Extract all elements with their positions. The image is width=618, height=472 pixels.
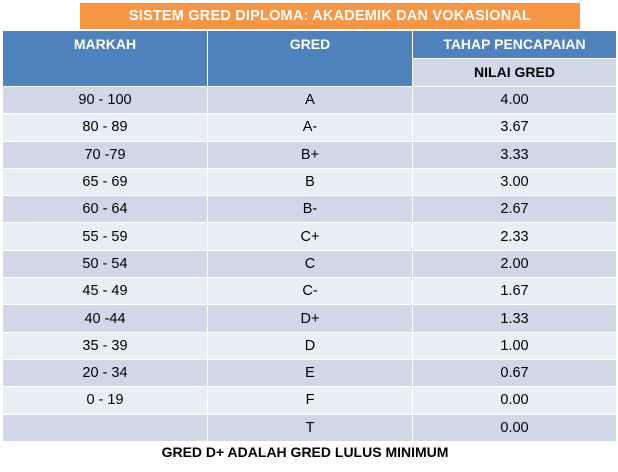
- table-row: 0 - 19 F 0.00: [2, 386, 617, 415]
- cell-nilai: 3.67: [412, 113, 617, 142]
- table-row: 35 - 39 D 1.00: [2, 331, 617, 360]
- table-row: 60 - 64 B- 2.67: [2, 195, 617, 224]
- cell-gred: C-: [207, 277, 413, 306]
- cell-nilai: 3.33: [412, 140, 617, 169]
- grade-table: MARKAH GRED TAHAP PENCAPAIAN NILAI GRED …: [2, 30, 617, 442]
- table-row: T 0.00: [2, 413, 617, 442]
- cell-markah: 80 - 89: [2, 113, 208, 142]
- cell-nilai: 0.67: [412, 358, 617, 388]
- table-row: 40 -44 D+ 1.33: [2, 304, 617, 333]
- cell-markah: 65 - 69: [2, 167, 208, 197]
- cell-markah: 0 - 19: [2, 386, 208, 415]
- cell-markah: 35 - 39: [2, 331, 208, 360]
- cell-markah: 45 - 49: [2, 277, 208, 306]
- cell-gred: C: [207, 249, 413, 279]
- cell-gred: B-: [207, 195, 413, 224]
- cell-markah: [2, 413, 208, 442]
- table-row: 50 - 54 C 2.00: [2, 249, 617, 279]
- cell-markah: 70 -79: [2, 140, 208, 169]
- footer-note: GRED D+ ADALAH GRED LULUS MINIMUM: [161, 444, 449, 460]
- cell-nilai: 0.00: [412, 386, 617, 415]
- cell-nilai: 1.00: [412, 331, 617, 360]
- cell-nilai: 4.00: [412, 85, 617, 115]
- table-row: 20 - 34 E 0.67: [2, 358, 617, 388]
- cell-nilai: 3.00: [412, 167, 617, 197]
- grade-table-body: 90 - 100 A 4.00 80 - 89 A- 3.67 70 -79 B+ 3.33 65…: [2, 85, 617, 442]
- cell-markah: 55 - 59: [2, 222, 208, 251]
- cell-nilai: 2.33: [412, 222, 617, 251]
- page-title: SISTEM GRED DIPLOMA: AKADEMIK DAN VOKASI…: [80, 3, 580, 29]
- header-tahap-pencapaian: TAHAP PENCAPAIAN: [412, 30, 617, 59]
- cell-gred: D: [207, 331, 413, 360]
- table-row: 65 - 69 B 3.00: [2, 167, 617, 197]
- table-row: 55 - 59 C+ 2.33: [2, 222, 617, 251]
- cell-nilai: 2.67: [412, 195, 617, 224]
- cell-nilai: 2.00: [412, 249, 617, 279]
- cell-gred: B+: [207, 140, 413, 169]
- cell-gred: B: [207, 167, 413, 197]
- cell-markah: 60 - 64: [2, 195, 208, 224]
- cell-gred: F: [207, 386, 413, 415]
- cell-gred: C+: [207, 222, 413, 251]
- cell-nilai: 0.00: [412, 413, 617, 442]
- header-markah: MARKAH: [2, 30, 208, 87]
- cell-gred: A: [207, 85, 413, 115]
- table-row: 90 - 100 A 4.00: [2, 85, 617, 115]
- cell-markah: 90 - 100: [2, 85, 208, 115]
- cell-gred: D+: [207, 304, 413, 333]
- cell-markah: 40 -44: [2, 304, 208, 333]
- cell-gred: T: [207, 413, 413, 442]
- table-row: 70 -79 B+ 3.33: [2, 140, 617, 169]
- cell-gred: A-: [207, 113, 413, 142]
- cell-markah: 20 - 34: [2, 358, 208, 388]
- cell-gred: E: [207, 358, 413, 388]
- table-row: 80 - 89 A- 3.67: [2, 113, 617, 142]
- table-row: 45 - 49 C- 1.67: [2, 277, 617, 306]
- cell-nilai: 1.33: [412, 304, 617, 333]
- header-gred: GRED: [207, 30, 413, 87]
- cell-nilai: 1.67: [412, 277, 617, 306]
- header-nilai-gred: NILAI GRED: [412, 58, 617, 87]
- cell-markah: 50 - 54: [2, 249, 208, 279]
